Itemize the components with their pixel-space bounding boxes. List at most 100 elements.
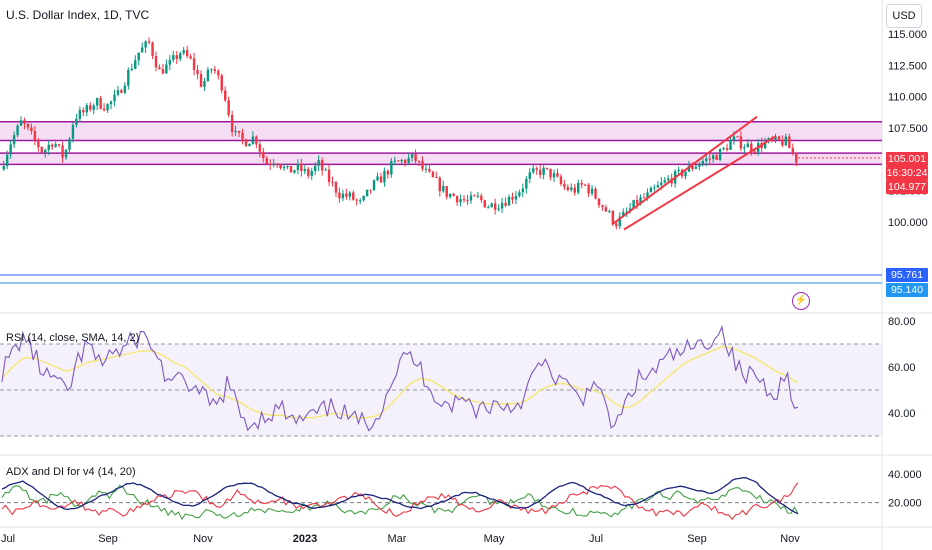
candle-body [341, 193, 345, 199]
candle-body [282, 166, 286, 169]
candle-body [206, 69, 210, 81]
candle-body [265, 158, 268, 164]
candle-body [120, 90, 123, 93]
adx-pane [0, 477, 882, 521]
candle-body [397, 160, 400, 162]
candle-body [618, 216, 621, 227]
candle-body [320, 160, 324, 171]
adx-tick-label: 20.000 [888, 498, 922, 510]
candle-body [376, 176, 379, 181]
candle-body [514, 195, 518, 200]
rsi-pane [0, 325, 882, 437]
candle-body [777, 136, 781, 140]
candle-body [407, 157, 410, 164]
candle-body [26, 123, 30, 128]
level-tag-1: 95.761 [886, 268, 928, 282]
candle-body [5, 154, 9, 167]
candle-body [580, 182, 583, 185]
candle-body [383, 170, 386, 183]
di-plus-line [1, 484, 799, 521]
candle-body [300, 163, 303, 172]
candle-body [50, 144, 54, 147]
candle-body [386, 170, 390, 175]
candle-body [106, 104, 109, 111]
candle-body [708, 158, 711, 160]
candle-body [227, 100, 230, 116]
candle-body [158, 67, 161, 70]
candle-body [504, 202, 507, 206]
time-tick-label: Nov [780, 533, 800, 545]
candle-body [161, 69, 165, 74]
candle-body [518, 192, 521, 196]
candle-body [660, 182, 663, 186]
candle-body [597, 198, 601, 206]
time-tick-label: May [484, 533, 505, 545]
candle-body [192, 58, 196, 70]
candle-body [199, 74, 203, 87]
candle-body [601, 205, 604, 208]
candle-body [286, 166, 289, 168]
candle-body [75, 118, 78, 125]
candle-body [272, 164, 275, 166]
candle-body [545, 167, 549, 169]
candle-body [365, 189, 369, 197]
candle-body [134, 60, 137, 69]
candle-body [642, 197, 646, 199]
candle-body [182, 50, 185, 54]
candle-body [400, 159, 403, 162]
candle-body [175, 55, 178, 60]
currency-button[interactable]: USD [886, 4, 922, 28]
candle-body [604, 207, 608, 212]
candle-body [549, 168, 552, 178]
candle-body [296, 163, 300, 171]
candle-body [410, 153, 414, 158]
candle-body [746, 143, 750, 148]
candle-body [483, 200, 487, 208]
candle-body [116, 90, 120, 95]
di-minus-line [1, 482, 799, 521]
candle-body [431, 171, 435, 178]
candle-body [12, 135, 16, 145]
candle-body [528, 172, 531, 179]
candle-body [622, 212, 625, 217]
candle-body [521, 188, 525, 193]
candle-body [542, 167, 545, 175]
candle-body [646, 192, 649, 198]
lightning-bolt-icon[interactable]: ⚡ [792, 292, 810, 310]
price-tick-label: 115.000 [888, 29, 927, 41]
rsi-label: RSI (14, close, SMA, 14, 2) [6, 332, 140, 344]
low-line-tag: 104.977 [886, 180, 928, 194]
candle-body [715, 155, 718, 160]
candle-body [358, 200, 362, 202]
candle-body [500, 202, 504, 209]
candle-body [781, 139, 784, 146]
candle-body [213, 69, 217, 71]
candle-body [729, 140, 732, 150]
candle-body [563, 184, 566, 188]
candle-body [279, 164, 282, 169]
candle-body [570, 187, 573, 191]
adx-tick-label: 40.000 [888, 469, 922, 481]
candle-body [487, 207, 490, 209]
candle-body [324, 169, 327, 171]
countdown-tag: 16:30:24 [886, 166, 928, 180]
candle-body [393, 160, 397, 162]
candle-body [466, 200, 469, 202]
candle-body [428, 168, 431, 172]
candle-body [262, 151, 265, 159]
candle-body [511, 196, 514, 200]
candle-body [750, 143, 753, 152]
time-axis[interactable]: Jul Sep Nov 2023 Mar May Jul Sep Nov [1, 533, 800, 545]
candle-body [677, 169, 680, 172]
close-price-tag: 105.001 [886, 152, 928, 166]
candle-body [587, 184, 590, 194]
candle-body [473, 195, 476, 197]
candle-body [130, 68, 133, 70]
channel-upper-line [611, 115, 758, 226]
candle-body [71, 124, 75, 139]
candle-body [590, 188, 594, 194]
candle-body [251, 136, 255, 144]
candle-body [313, 165, 317, 171]
candle-body [33, 131, 37, 140]
